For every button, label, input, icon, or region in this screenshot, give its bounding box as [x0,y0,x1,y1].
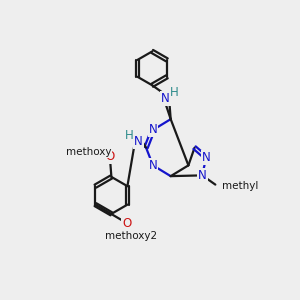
Text: O: O [122,217,131,230]
Text: N: N [161,92,170,105]
Text: methyl: methyl [221,181,258,191]
Text: O: O [105,150,115,164]
Text: H: H [125,129,134,142]
Text: N: N [134,135,143,148]
Text: methoxy: methoxy [66,147,111,157]
Text: H: H [170,86,179,100]
Text: N: N [148,159,158,172]
Text: N: N [202,151,211,164]
Text: N: N [198,169,207,182]
Text: methoxy2: methoxy2 [105,231,157,241]
Text: N: N [148,123,158,136]
